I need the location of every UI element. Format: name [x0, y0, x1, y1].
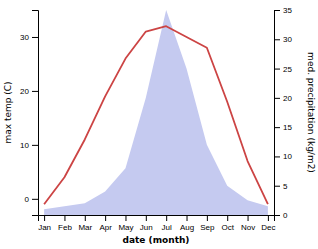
y2-tick-mark [274, 127, 280, 128]
chart: Jan Feb Mar Apr May Jun Jul Aug Sep Oct Nov Dec 0 10 2… [0, 0, 318, 249]
y2-tick: 5 [274, 182, 288, 191]
x-tick-mark [85, 215, 86, 221]
y-tick-mark [32, 199, 38, 200]
y2-tick-mark [274, 69, 280, 70]
x-tick-mark [187, 215, 188, 221]
x-tick: Aug [180, 215, 194, 232]
y-tick-label: 10 [20, 141, 29, 150]
y2-tick-label: 30 [283, 35, 292, 44]
x-tick: Jul [162, 215, 172, 232]
y-tick-mark [32, 37, 38, 38]
y2-tick: 10 [274, 152, 292, 161]
axis-line [275, 11, 281, 216]
x-tick-label: Jun [140, 223, 153, 232]
y-tick-label: 30 [20, 33, 29, 42]
x-tick: May [118, 215, 133, 232]
x-tick: Jan [38, 215, 51, 232]
x-tick-label: Jan [38, 223, 51, 232]
x-axis-title: date (month) [123, 235, 190, 245]
y2-tick-label: 15 [283, 123, 292, 132]
y-tick-mark [32, 145, 38, 146]
y-tick-mark [32, 91, 38, 92]
y2-tick: 15 [274, 123, 292, 132]
y2-axis: 0 5 10 15 20 25 30 35 [274, 6, 292, 220]
y-tick-label: 0 [25, 195, 30, 204]
x-tick: Oct [221, 215, 234, 232]
y2-tick-mark [274, 156, 280, 157]
y2-tick: 0 [274, 211, 288, 220]
y2-tick: 30 [274, 35, 292, 44]
x-tick-label: Sep [200, 223, 215, 232]
y2-tick-mark [274, 186, 280, 187]
y2-tick: 25 [274, 65, 292, 74]
precipitation-area [44, 10, 268, 215]
y-tick: 20 [20, 87, 38, 96]
x-tick-mark [227, 215, 228, 221]
x-tick-mark [268, 215, 269, 221]
marks [44, 10, 268, 215]
y2-tick: 20 [274, 94, 292, 103]
x-tick: Feb [58, 215, 72, 232]
plot-root: Jan Feb Mar Apr May Jun Jul Aug Sep Oct Nov Dec 0 10 2… [3, 6, 316, 245]
y-tick: 30 [20, 33, 38, 42]
x-tick-mark [166, 215, 167, 221]
y-tick: 10 [20, 141, 38, 150]
x-tick-label: Dec [261, 223, 275, 232]
y2-tick-mark [274, 215, 280, 216]
y-axis-title: max temp (C) [3, 81, 13, 143]
x-tick-label: Nov [241, 223, 255, 232]
x-tick: Sep [200, 215, 215, 232]
x-axis: Jan Feb Mar Apr May Jun Jul Aug Sep Oct Nov Dec [38, 215, 275, 232]
x-tick-label: Jul [162, 223, 172, 232]
y2-tick-mark [274, 98, 280, 99]
y2-tick-label: 20 [283, 94, 292, 103]
y-axis: 0 10 20 30 [20, 11, 38, 216]
x-tick-mark [44, 215, 45, 221]
axis-line [39, 216, 275, 222]
axis-line [32, 11, 39, 216]
temperature-line [44, 26, 268, 204]
x-tick-mark [105, 215, 106, 221]
x-tick-label: May [118, 223, 133, 232]
x-tick: Apr [99, 215, 112, 232]
y2-tick-label: 5 [283, 182, 288, 191]
x-tick-label: Oct [221, 223, 234, 232]
x-tick: Jun [140, 215, 153, 232]
x-tick: Mar [78, 215, 92, 232]
y2-tick: 35 [274, 6, 292, 15]
y-tick: 0 [25, 195, 38, 204]
y2-tick-mark [274, 39, 280, 40]
x-tick-label: Aug [180, 223, 194, 232]
x-tick-label: Mar [78, 223, 92, 232]
x-tick-mark [64, 215, 65, 221]
x-tick-label: Feb [58, 223, 72, 232]
x-tick-mark [207, 215, 208, 221]
y2-tick-label: 0 [283, 211, 288, 220]
x-tick: Nov [241, 215, 255, 232]
x-tick-mark [248, 215, 249, 221]
y-tick-label: 20 [20, 87, 29, 96]
x-tick: Dec [261, 215, 275, 232]
y2-tick-label: 25 [283, 65, 292, 74]
chart-container: Jan Feb Mar Apr May Jun Jul Aug Sep Oct Nov Dec 0 10 2… [0, 0, 318, 249]
y2-axis-title: med. precipitation (kg/m2) [306, 52, 316, 173]
y2-tick-mark [274, 10, 280, 11]
y2-tick-label: 10 [283, 152, 292, 161]
x-tick-label: Apr [99, 223, 112, 232]
x-tick-mark [146, 215, 147, 221]
x-tick-mark [125, 215, 126, 221]
y2-tick-label: 35 [283, 6, 292, 15]
